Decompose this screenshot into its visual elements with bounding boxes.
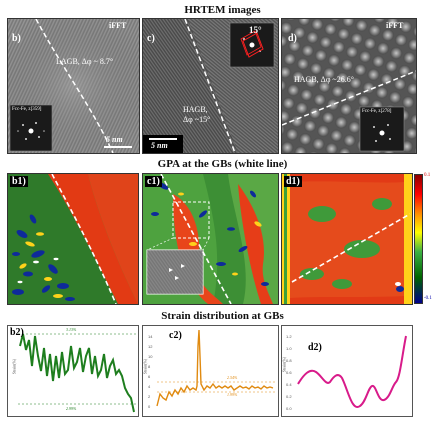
ytick-d2-3: 0.6 <box>286 370 292 375</box>
ytick-c2-1: 12 <box>148 344 153 349</box>
fft-inset-d <box>359 106 405 152</box>
ylabel-d2: Strain(%) <box>281 356 287 373</box>
panel-label-c2: c2) <box>169 330 182 341</box>
gpa-colorbar <box>414 174 423 304</box>
panel-label-c: c) <box>147 33 155 44</box>
panel-label-d2: d2) <box>308 342 322 353</box>
gb-label-b: LAGB, Δφ ~ 8.7° <box>56 57 114 66</box>
scale-label-b: 5 nm <box>106 135 123 144</box>
gb-label-d: HAGB, Δφ ~26.6° <box>294 75 354 84</box>
ytick-d2-5: 0.2 <box>286 394 292 399</box>
panel-label-b1: b1) <box>10 176 28 187</box>
panel-label-b2: b2) <box>10 327 24 338</box>
hrtem-panel-d: d) iFFT HAGB, Δφ ~26.6° Fcc-Fe, z[278] <box>281 18 417 154</box>
gb-label-c2: Δφ ~15° <box>183 115 211 124</box>
fft-inset-b <box>9 104 53 152</box>
ytick-d2-2: 0.8 <box>286 358 292 363</box>
ytick-c2-7: 0 <box>148 404 151 409</box>
gpa-panel-d1: d1) <box>281 173 413 305</box>
ytick-c2-5: 4 <box>148 384 151 389</box>
angle-label-c: 15° <box>249 25 262 35</box>
colorbar-max-label: 0.1 <box>424 173 431 178</box>
hrtem-panel-b: b) iFFT LAGB, Δφ ~ 8.7° Fcc-Fe, z[359] 5… <box>7 18 140 154</box>
yticks-d2: 1.2 1.0 0.8 0.6 0.4 0.2 0.0 <box>286 334 292 411</box>
strain-curve-c2: 14 12 10 8 6 4 2 0 <box>148 329 275 409</box>
yticks-c2: 14 12 10 8 6 4 2 0 <box>148 334 153 409</box>
hrtem-panel-c: c) 15° HAGB, Δφ ~15° 5 nm <box>142 18 279 154</box>
ytick-c2-2: 10 <box>148 354 153 359</box>
hrtem-image-d <box>282 19 416 153</box>
ytick-d2-4: 0.4 <box>286 382 292 387</box>
strain-plot-d2: 1.2 1.0 0.8 0.6 0.4 0.2 0.0 d2) Strain(%… <box>281 325 413 417</box>
ytick-d2-6: 0.0 <box>286 406 292 411</box>
ylabel-b2: Strain(%) <box>11 358 17 375</box>
inset-label-d: Fcc-Fe, z[278] <box>362 109 392 114</box>
gpa-map-b1 <box>8 174 138 304</box>
gpa-panel-c1: c1) <box>142 173 279 305</box>
annotation-top-c2: 2.54% <box>227 375 238 380</box>
annotation-bottom-b2: 2.99% <box>66 406 77 411</box>
annotation-top-b2: 3.13% <box>66 327 77 332</box>
gb-line-b <box>35 19 114 153</box>
ytick-d2-1: 1.0 <box>286 346 292 351</box>
ifft-tag-b: iFFT <box>109 21 127 30</box>
gb-line-d <box>282 70 416 126</box>
hrtem-image-b <box>8 19 139 153</box>
gpa-map-d1 <box>282 174 412 304</box>
strain-plot-b2: b2) Strain(%) 3.13% 2.99% <box>7 325 139 417</box>
ytick-c2-3: 8 <box>148 364 151 369</box>
ytick-c2-0: 14 <box>148 334 153 339</box>
panel-label-b: b) <box>12 33 21 44</box>
ytick-d2-0: 1.2 <box>286 334 292 339</box>
gb-line-b1 <box>51 174 117 304</box>
zoom-box-c1 <box>172 201 210 239</box>
strain-section-title: Strain distribution at GBs <box>161 310 284 322</box>
panel-label-d1: d1) <box>284 176 302 187</box>
panel-label-d: d) <box>288 33 297 44</box>
ifft-tag-d: iFFT <box>386 21 404 30</box>
gb-line-c1 <box>160 174 232 304</box>
ytick-c2-4: 6 <box>148 374 151 379</box>
strain-curve-d2: 1.2 1.0 0.8 0.6 0.4 0.2 0.0 <box>286 334 407 411</box>
gpa-map-c1 <box>143 174 278 304</box>
inset-label-b: Fcc-Fe, z[359] <box>12 107 42 112</box>
scale-label-c: 5 nm <box>151 141 168 150</box>
gpa-panel-b1: b1) <box>7 173 139 305</box>
strain-plot-c2: 14 12 10 8 6 4 2 0 c2) Strain(%) 2.54% 1… <box>142 325 279 417</box>
annotation-bottom-c2: 1.99% <box>227 392 238 397</box>
gb-line-d1 <box>291 213 411 283</box>
panel-label-c1: c1) <box>145 176 162 187</box>
colorbar-min-label: -0.1 <box>424 296 432 301</box>
gb-label-c1: HAGB, <box>183 105 208 114</box>
ytick-c2-6: 2 <box>148 394 151 399</box>
strain-curve-b2 <box>18 333 136 413</box>
ylabel-c2: Strain(%) <box>142 358 148 375</box>
hrtem-section-title: HRTEM images <box>184 4 261 16</box>
hrtem-image-c <box>143 19 278 153</box>
gpa-section-title: GPA at the GBs (white line) <box>157 158 288 170</box>
